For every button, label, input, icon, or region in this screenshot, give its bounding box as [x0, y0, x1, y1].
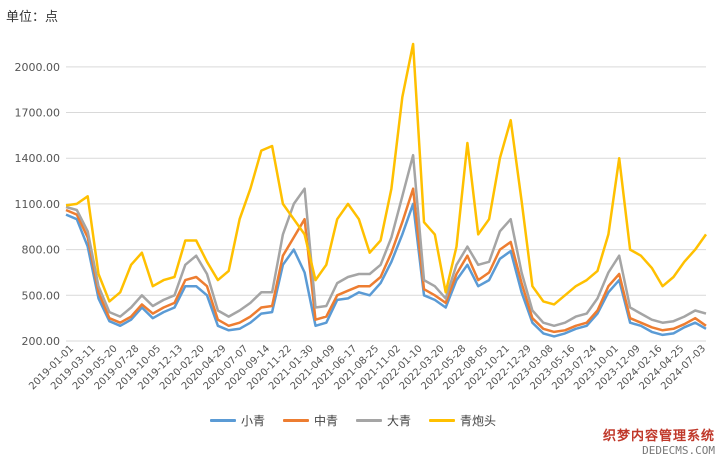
legend-item: 小青 [210, 412, 265, 429]
unit-label: 单位：点 [6, 10, 59, 25]
y-tick-label: 500.00 [22, 289, 61, 302]
series-line [65, 42, 708, 306]
x-axis-labels: 2019-01-012019-03-112019-05-202019-07-28… [27, 343, 708, 392]
legend-label: 青炮头 [460, 414, 497, 428]
legend-swatch [283, 419, 310, 422]
watermark-logo: 织梦内容管理系统 DEDECMS.COM [603, 425, 715, 457]
legend-swatch [429, 419, 456, 422]
chart-series [65, 42, 708, 338]
legend-swatch [210, 419, 236, 422]
legend-swatch [356, 419, 383, 422]
y-axis-labels: 200.00 500.00 800.00 1100.00 1400.00 1700.00 2… [15, 61, 61, 348]
y-tick-label: 1700.00 [15, 107, 61, 120]
legend-item: 大青 [356, 412, 411, 429]
legend-label: 大青 [387, 414, 412, 428]
legend-label: 中青 [314, 414, 339, 428]
legend-label: 小青 [241, 414, 266, 428]
chart-legend: 小青 中青 大青 青炮头 [210, 412, 496, 429]
legend-item: 中青 [283, 412, 338, 429]
series-line [65, 187, 707, 334]
y-tick-label: 800.00 [22, 244, 61, 257]
series-line [65, 202, 707, 338]
watermark-line2: DEDECMS.COM [642, 444, 715, 457]
watermark-line1: 织梦内容管理系统 [602, 429, 715, 444]
y-tick-label: 1100.00 [15, 198, 61, 211]
series-line [65, 153, 707, 328]
y-tick-label: 200.00 [22, 335, 61, 348]
legend-item: 青炮头 [429, 412, 496, 429]
y-tick-label: 1400.00 [15, 152, 61, 165]
y-tick-label: 2000.00 [15, 61, 61, 74]
